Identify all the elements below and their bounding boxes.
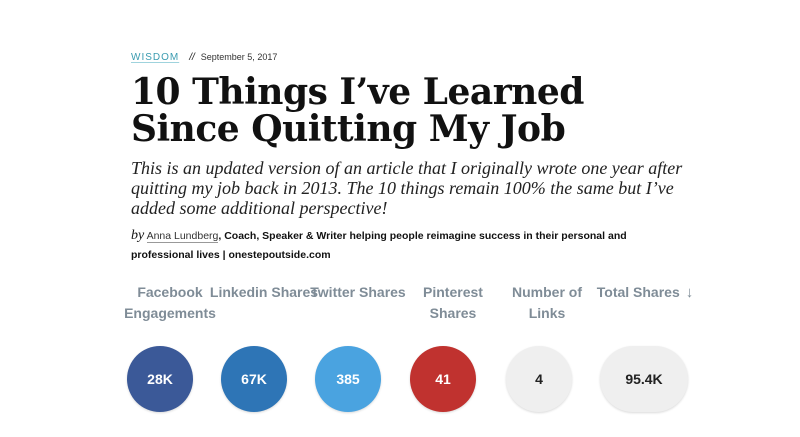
stat-value-circle: 4	[506, 346, 572, 412]
total-label-text: Total Shares	[596, 284, 680, 300]
stat-value-circle: 67K	[221, 346, 287, 412]
stat-total[interactable]: Total Shares ↓ 95.4K	[590, 282, 700, 412]
stat-value-circle: 28K	[127, 346, 193, 412]
share-stats: Facebook Engagements 28K Linkedin Shares…	[112, 282, 712, 422]
stat-value-circle: 385	[315, 346, 381, 412]
stat-value-circle: 41	[410, 346, 476, 412]
stat-label[interactable]: Total Shares ↓	[590, 282, 700, 326]
stat-twitter: Twitter Shares 385	[303, 282, 413, 412]
stat-label: Facebook Engagements	[124, 284, 216, 321]
sort-arrow-icon[interactable]: ↓	[685, 284, 694, 301]
post-meta: WISDOM // September 5, 2017	[131, 50, 691, 64]
byline-prefix: by	[131, 228, 145, 243]
category-link[interactable]: WISDOM	[131, 51, 180, 63]
stat-label: Linkedin Shares	[209, 284, 319, 300]
post-date: September 5, 2017	[200, 52, 278, 62]
stat-label: Number of Links	[512, 284, 582, 321]
author-bio: , Coach, Speaker & Writer helping people…	[131, 230, 627, 261]
article-title: 10 Things I’ve Learned Since Quitting My…	[131, 71, 584, 150]
stat-linkedin: Linkedin Shares 67K	[209, 282, 319, 412]
stat-pinterest: Pinterest Shares 41	[398, 282, 508, 412]
stat-value-circle: 95.4K	[600, 346, 688, 412]
stat-facebook: Facebook Engagements 28K	[115, 282, 225, 412]
author-link[interactable]: Anna Lundberg	[146, 230, 219, 243]
stat-label: Pinterest Shares	[423, 284, 483, 321]
stat-label: Twitter Shares	[310, 284, 406, 300]
article-header: WISDOM // September 5, 2017 10 Things I’…	[131, 50, 691, 265]
stat-links: Number of Links 4	[492, 282, 602, 412]
article-subtitle: This is an updated version of an article…	[131, 158, 683, 218]
meta-separator: //	[189, 51, 195, 63]
byline: by Anna Lundberg, Coach, Speaker & Write…	[131, 226, 691, 265]
